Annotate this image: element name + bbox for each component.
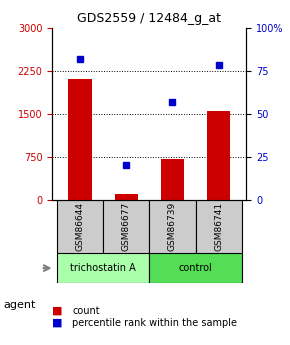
Bar: [68, 79, 92, 200]
Text: count: count: [72, 306, 100, 315]
Bar: [115, 194, 138, 200]
FancyBboxPatch shape: [103, 200, 149, 253]
Text: control: control: [179, 263, 213, 273]
Text: percentile rank within the sample: percentile rank within the sample: [72, 318, 238, 327]
Text: GSM86741: GSM86741: [214, 202, 223, 251]
Bar: [207, 111, 230, 200]
Title: GDS2559 / 12484_g_at: GDS2559 / 12484_g_at: [77, 12, 221, 25]
Text: GSM86677: GSM86677: [122, 202, 131, 251]
Text: GSM86644: GSM86644: [75, 202, 84, 251]
Text: ■: ■: [52, 306, 63, 315]
FancyBboxPatch shape: [149, 200, 196, 253]
Text: ■: ■: [52, 318, 63, 327]
FancyBboxPatch shape: [57, 200, 103, 253]
Bar: [161, 159, 184, 200]
Text: GSM86739: GSM86739: [168, 202, 177, 251]
FancyBboxPatch shape: [196, 200, 242, 253]
FancyBboxPatch shape: [149, 253, 242, 283]
Text: trichostatin A: trichostatin A: [70, 263, 136, 273]
FancyBboxPatch shape: [57, 253, 149, 283]
Text: agent: agent: [3, 300, 35, 310]
